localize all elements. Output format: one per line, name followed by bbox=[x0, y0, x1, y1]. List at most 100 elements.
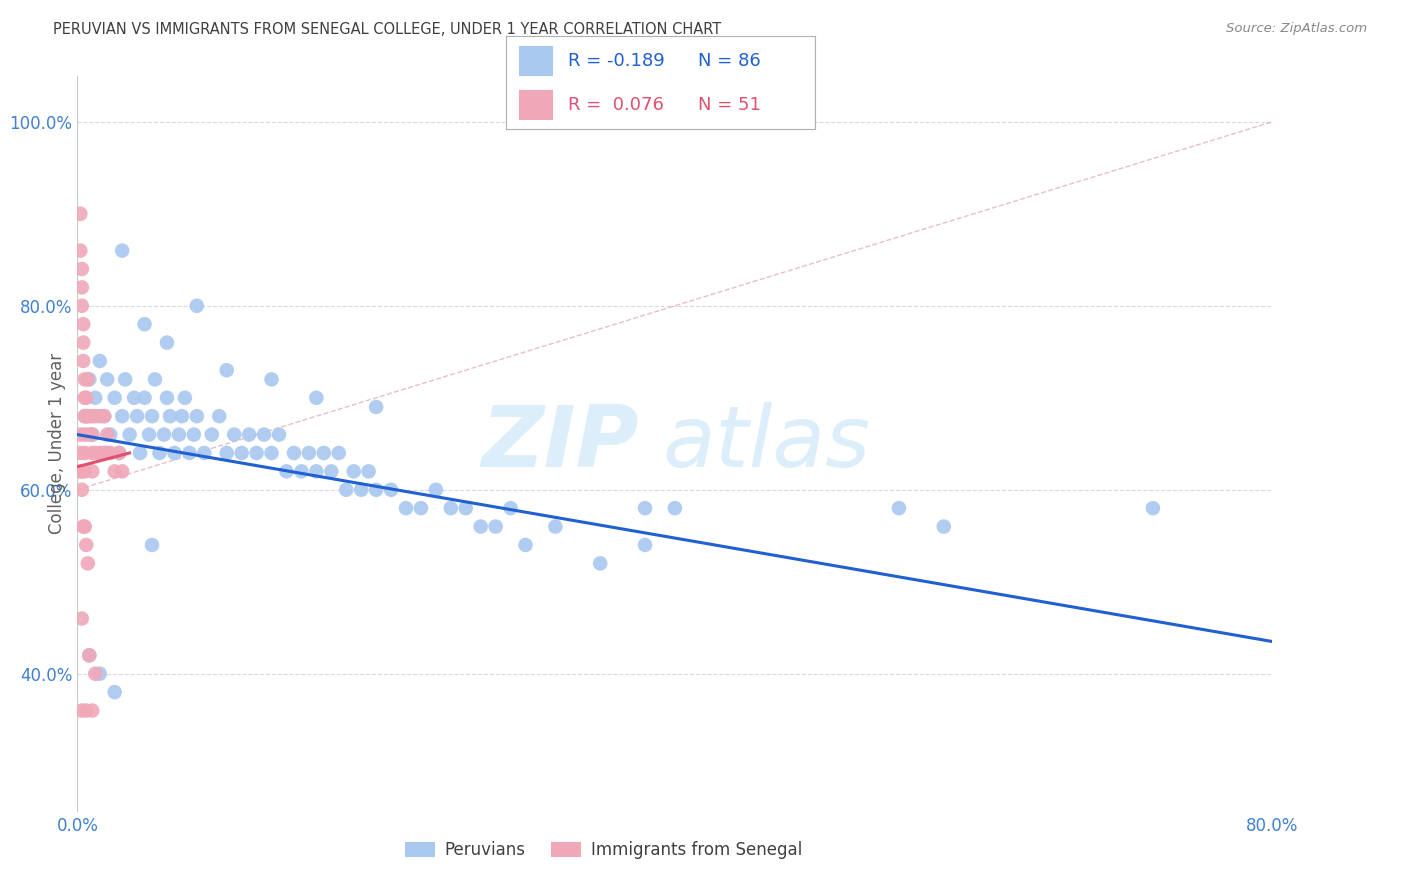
Point bbox=[260, 446, 283, 460]
Text: ZIP: ZIP bbox=[481, 402, 640, 485]
FancyBboxPatch shape bbox=[519, 90, 553, 120]
Legend: Peruvians, Immigrants from Senegal: Peruvians, Immigrants from Senegal bbox=[398, 835, 808, 866]
Point bbox=[634, 538, 657, 552]
Point bbox=[114, 372, 136, 386]
Point bbox=[589, 557, 612, 571]
Point bbox=[425, 483, 447, 497]
Point bbox=[75, 391, 97, 405]
Point bbox=[143, 372, 166, 386]
Point bbox=[138, 427, 160, 442]
Point bbox=[170, 409, 193, 424]
Point bbox=[111, 464, 134, 478]
Point bbox=[73, 427, 96, 442]
Text: PERUVIAN VS IMMIGRANTS FROM SENEGAL COLLEGE, UNDER 1 YEAR CORRELATION CHART: PERUVIAN VS IMMIGRANTS FROM SENEGAL COLL… bbox=[53, 22, 721, 37]
Point bbox=[366, 400, 388, 414]
Point bbox=[79, 409, 101, 424]
Point bbox=[84, 446, 107, 460]
Point bbox=[73, 519, 96, 533]
Point bbox=[267, 427, 290, 442]
Point bbox=[72, 354, 94, 368]
Point bbox=[887, 501, 910, 516]
Point bbox=[276, 464, 298, 478]
Point bbox=[108, 446, 131, 460]
Point bbox=[72, 519, 94, 533]
Point bbox=[409, 501, 432, 516]
Point bbox=[159, 409, 181, 424]
Point bbox=[76, 409, 98, 424]
Point bbox=[104, 391, 127, 405]
Point bbox=[298, 446, 321, 460]
Point bbox=[111, 244, 134, 258]
Text: R = -0.189: R = -0.189 bbox=[568, 52, 665, 70]
Point bbox=[634, 501, 657, 516]
Point bbox=[499, 501, 522, 516]
Point bbox=[350, 483, 373, 497]
Point bbox=[76, 372, 98, 386]
Point bbox=[664, 501, 686, 516]
Point bbox=[312, 446, 335, 460]
Point bbox=[544, 519, 567, 533]
Point bbox=[79, 648, 101, 663]
Point bbox=[76, 557, 98, 571]
Point bbox=[156, 391, 179, 405]
Point bbox=[231, 446, 253, 460]
Point bbox=[75, 538, 97, 552]
Point bbox=[73, 409, 96, 424]
Point bbox=[141, 409, 163, 424]
Point bbox=[69, 427, 91, 442]
Point bbox=[82, 446, 104, 460]
Point bbox=[72, 317, 94, 331]
Point bbox=[70, 704, 93, 718]
Point bbox=[79, 372, 101, 386]
Point bbox=[515, 538, 537, 552]
Point bbox=[111, 409, 134, 424]
Point bbox=[174, 391, 197, 405]
Point bbox=[84, 391, 107, 405]
Point bbox=[84, 666, 107, 681]
Point bbox=[127, 409, 149, 424]
Point bbox=[238, 427, 260, 442]
Point bbox=[70, 299, 93, 313]
Point bbox=[82, 704, 104, 718]
Point bbox=[89, 409, 111, 424]
Point bbox=[485, 519, 508, 533]
Point bbox=[186, 409, 208, 424]
Point bbox=[440, 501, 463, 516]
Point bbox=[93, 409, 115, 424]
Text: Source: ZipAtlas.com: Source: ZipAtlas.com bbox=[1226, 22, 1367, 36]
Point bbox=[215, 446, 238, 460]
Point bbox=[122, 391, 145, 405]
Point bbox=[104, 464, 127, 478]
Point bbox=[156, 335, 179, 350]
Point bbox=[201, 427, 224, 442]
Point bbox=[305, 464, 328, 478]
Text: N = 86: N = 86 bbox=[697, 52, 761, 70]
Point bbox=[69, 464, 91, 478]
Point bbox=[69, 207, 91, 221]
Point bbox=[215, 363, 238, 377]
Text: atlas: atlas bbox=[664, 402, 870, 485]
Point bbox=[82, 427, 104, 442]
Point bbox=[283, 446, 305, 460]
Point bbox=[357, 464, 380, 478]
Point bbox=[335, 483, 357, 497]
Point bbox=[253, 427, 276, 442]
Point bbox=[96, 372, 118, 386]
Point bbox=[380, 483, 402, 497]
Point bbox=[73, 372, 96, 386]
Point bbox=[93, 409, 115, 424]
Point bbox=[89, 446, 111, 460]
Point bbox=[1142, 501, 1164, 516]
Point bbox=[79, 427, 101, 442]
Point bbox=[208, 409, 231, 424]
Point bbox=[70, 611, 93, 625]
Point bbox=[73, 409, 96, 424]
Point bbox=[134, 391, 156, 405]
Point bbox=[186, 299, 208, 313]
Point bbox=[70, 464, 93, 478]
Point bbox=[108, 446, 131, 460]
Point bbox=[73, 446, 96, 460]
Point bbox=[89, 354, 111, 368]
Point bbox=[69, 244, 91, 258]
Point bbox=[366, 483, 388, 497]
